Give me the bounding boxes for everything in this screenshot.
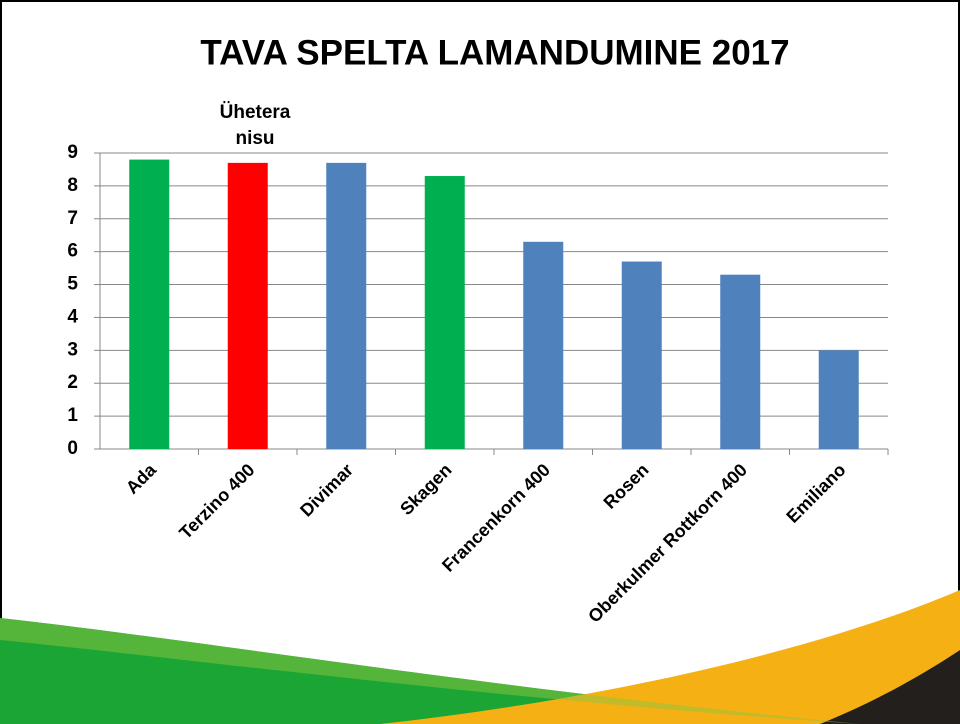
y-tick-label: 9	[67, 142, 78, 163]
y-tick-label: 3	[67, 339, 78, 360]
y-tick-label: 7	[67, 208, 78, 229]
bar	[621, 261, 662, 449]
bar	[129, 159, 170, 450]
y-tick-label: 1	[67, 405, 78, 426]
dark-swoosh	[820, 650, 960, 724]
light-swoosh	[0, 618, 860, 724]
bar	[227, 162, 268, 449]
bar	[326, 162, 367, 449]
bar	[818, 350, 859, 449]
y-tick-label: 0	[67, 438, 78, 459]
y-tick-label: 5	[67, 274, 78, 295]
y-tick-label: 4	[67, 306, 78, 327]
yellow-swoosh	[380, 590, 960, 724]
y-tick-label: 2	[67, 372, 78, 393]
y-tick-label: 8	[67, 175, 78, 196]
bar	[523, 241, 564, 449]
bar	[720, 274, 761, 449]
annotation: Ühetera nisu	[219, 102, 291, 149]
bar	[424, 176, 465, 449]
green-swoosh	[0, 618, 860, 724]
y-tick-label: 6	[67, 241, 78, 262]
chart-title: TAVA SPELTA LAMANDUMINE 2017	[200, 33, 789, 72]
